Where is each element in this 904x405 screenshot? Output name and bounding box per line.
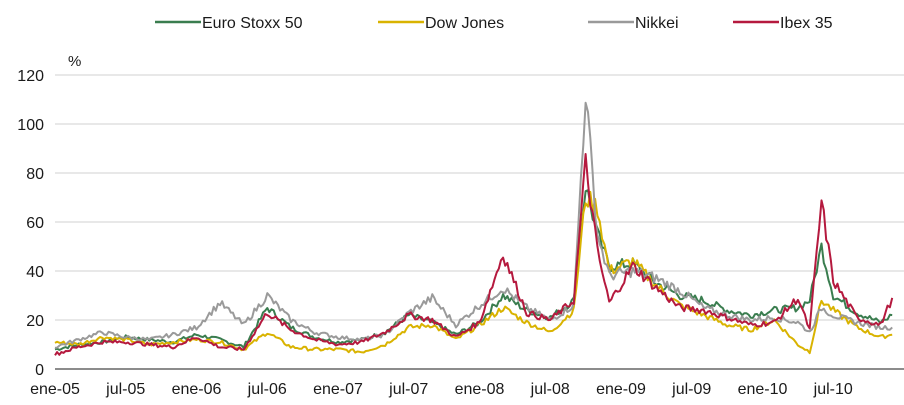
y-tick-label: 20 (26, 313, 44, 330)
x-tick-label: jul-08 (530, 381, 570, 398)
legend-label: Dow Jones (425, 15, 504, 32)
x-tick-label: jul-05 (105, 381, 145, 398)
x-tick-label: ene-09 (596, 381, 646, 398)
legend-label: Nikkei (635, 15, 679, 32)
x-tick-label: ene-06 (172, 381, 222, 398)
series-line-euro-stoxx-50 (54, 189, 893, 351)
y-tick-label: 60 (26, 215, 44, 232)
y-axis-unit: % (68, 53, 81, 70)
y-tick-label: 100 (17, 117, 44, 134)
y-tick-label: 80 (26, 166, 44, 183)
series-lines (54, 101, 894, 356)
x-tick-label: jul-09 (671, 381, 711, 398)
legend-label: Ibex 35 (780, 15, 833, 32)
series-line-nikkei (54, 101, 893, 349)
x-tick-label: jul-06 (247, 381, 287, 398)
y-tick-label: 0 (35, 362, 44, 379)
legend: Euro Stoxx 50 Dow Jones Nikkei Ibex 35 (155, 15, 833, 32)
x-axis-ticks: ene-05 jul-05 ene-06 jul-06 ene-07 jul-07 ene-… (30, 381, 853, 398)
series-line-dow-jones (54, 190, 893, 355)
x-tick-label: jul-10 (813, 381, 853, 398)
x-tick-label: ene-10 (738, 381, 788, 398)
x-tick-label: jul-07 (388, 381, 428, 398)
gridlines (55, 74, 904, 321)
x-tick-label: ene-08 (455, 381, 505, 398)
series-line-ibex-35 (54, 153, 894, 356)
y-tick-label: 40 (26, 264, 44, 281)
x-tick-label: ene-07 (313, 381, 363, 398)
legend-label: Euro Stoxx 50 (202, 15, 303, 32)
y-tick-label: 120 (17, 68, 44, 85)
y-axis-ticks: 0 20 40 60 80 100 120 (17, 68, 44, 379)
x-tick-label: ene-05 (30, 381, 80, 398)
